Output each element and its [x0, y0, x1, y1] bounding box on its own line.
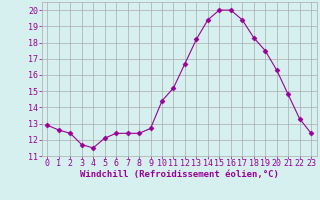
X-axis label: Windchill (Refroidissement éolien,°C): Windchill (Refroidissement éolien,°C) [80, 170, 279, 179]
